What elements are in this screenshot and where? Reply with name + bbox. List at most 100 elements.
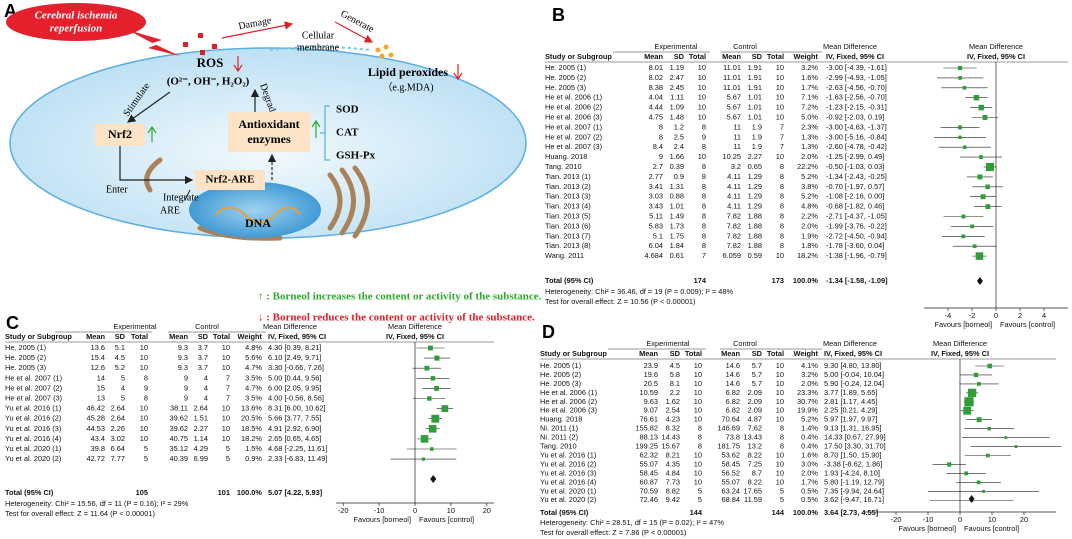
table-cell: 1.88 (748, 231, 762, 240)
table-cell: 10 (776, 379, 784, 388)
organelle (144, 157, 370, 241)
table-cell: 10 (776, 63, 784, 72)
md-label: 5.97 [1.97, 9.97] (824, 415, 877, 424)
md-label: -1.23 [-2.15, -0.31] (826, 103, 887, 112)
md-label: 5.90 [-0.24, 12.04] (824, 379, 884, 388)
heterogeneity: Heterogeneity: Chi² = 28.51, df = 15 (P … (540, 518, 724, 527)
effect-square (973, 94, 980, 101)
label: Nrf2-ARE (206, 174, 255, 186)
table-cell: 6.82 (726, 388, 740, 397)
table-cell: 2.27 (748, 152, 762, 161)
label: Enter (106, 184, 128, 195)
study-name: Yu et al. 2020 (2) (540, 495, 596, 504)
study-name: Tian. 2013 (5) (545, 211, 591, 220)
table-cell: 8 (702, 142, 706, 151)
md-label: 2.33 [-6.83, 11.49] (268, 454, 327, 463)
table-cell: 1.11 (670, 93, 684, 102)
column-header: Total (689, 52, 706, 61)
table-cell: 4.44 (649, 103, 663, 112)
effect-square (980, 194, 986, 200)
table-cell: 2.09 (748, 388, 762, 397)
table-cell: 11 (733, 132, 741, 141)
table-cell: 8 (702, 192, 706, 201)
table-cell: 8 (780, 221, 784, 230)
group-header: Experimental (646, 339, 689, 348)
table-cell: 1.01 (748, 93, 762, 102)
weight-label: 2.0% (801, 379, 818, 388)
total-md: 3.64 [2.73, 4.55] (824, 508, 879, 517)
table-cell: 2.27 (194, 424, 208, 433)
table-cell: 10 (222, 404, 230, 413)
trigger-shape (6, 3, 146, 41)
table-cell: 1.19 (670, 63, 684, 72)
md-label: 9.30 [4.80, 13.80] (824, 361, 882, 370)
table-cell: 1.73 (670, 221, 684, 230)
overall-effect: Test for overall effect: Z = 11.64 (P < … (5, 509, 155, 518)
effect-square (986, 453, 990, 458)
table-cell: 10 (776, 370, 784, 379)
table-cell: 10 (140, 363, 148, 372)
weight-label: 23.3% (797, 388, 818, 397)
weight-label: 13.6% (241, 404, 262, 413)
table-cell: 1.31 (670, 182, 684, 191)
label: SOD (336, 104, 359, 116)
md-label: 9.13 [1.31, 16.95] (824, 424, 882, 433)
label: Cellular (302, 30, 335, 41)
table-cell: 181.75 (717, 442, 740, 451)
table-cell: 3.03 (649, 192, 663, 201)
table-cell: 1.29 (748, 172, 762, 181)
table-cell: 5 (226, 444, 230, 453)
study-name: He et al. 2006 (2) (545, 103, 602, 112)
table-cell: 8 (698, 424, 702, 433)
weight-label: 5.2% (801, 192, 818, 201)
study-name: He et al. 2007 (2) (5, 383, 62, 392)
study-name: Huang. 2018 (540, 415, 582, 424)
table-cell: 10 (776, 406, 784, 415)
weight-label: 5.0% (801, 112, 818, 121)
column-header: IV, Fixed, 95% CI (824, 349, 882, 358)
md-label: 8.70 [1.50, 15.90] (824, 450, 882, 459)
md-label: 4.91 [2.92, 6.90] (268, 424, 321, 433)
weight-label: 1.7% (801, 477, 818, 486)
total-md: 5.07 [4.22, 5.93] (268, 488, 323, 497)
table-cell: 1.88 (748, 221, 762, 230)
study-name: Yu et al. 2016 (1) (5, 404, 61, 413)
table-cell: 39.62 (170, 414, 189, 423)
table-cell: 155.82 (635, 424, 658, 433)
table-cell: 10 (776, 83, 784, 92)
effect-square (977, 174, 983, 180)
md-label: -0.92 [-2.03, 0.19] (826, 112, 884, 121)
table-cell: 1.9 (752, 132, 762, 141)
md-label: 17.50 [3.30, 31.70] (824, 442, 886, 451)
weight-label: 19.9% (797, 406, 818, 415)
table-cell: 7 (702, 251, 706, 260)
table-cell: 3.2 (731, 162, 741, 171)
table-cell: 44.53 (87, 424, 106, 433)
table-cell: 10 (698, 152, 706, 161)
table-cell: 5.8 (670, 370, 680, 379)
x-tick-label: 10 (988, 515, 996, 524)
x-tick-label: -20 (891, 515, 902, 524)
effect-square (947, 462, 952, 467)
column-header: Mean (639, 349, 658, 358)
group-header: Mean Difference (933, 339, 987, 348)
table-cell: 55.07 (640, 459, 659, 468)
table-cell: 43.4 (91, 434, 105, 443)
table-cell: 8 (702, 172, 706, 181)
table-cell: 10 (140, 343, 148, 352)
group-header: Experimental (654, 42, 697, 51)
table-cell: 15.4 (91, 353, 105, 362)
table-cell: 7 (226, 393, 230, 402)
effect-square (958, 125, 962, 130)
effect-square (976, 381, 981, 386)
table-cell: 1.09 (670, 103, 684, 112)
table-cell: 4.75 (649, 112, 663, 121)
legend-note: ↑ : Borneol increases the content or act… (258, 291, 542, 303)
table-cell: 9.63 (644, 397, 658, 406)
table-cell: 11 (733, 142, 741, 151)
table-cell: 63.24 (722, 486, 741, 495)
table-cell: 1.01 (670, 202, 684, 211)
table-cell: 2.2 (670, 388, 680, 397)
effect-square (428, 345, 433, 351)
table-cell: 5.2 (115, 363, 125, 372)
